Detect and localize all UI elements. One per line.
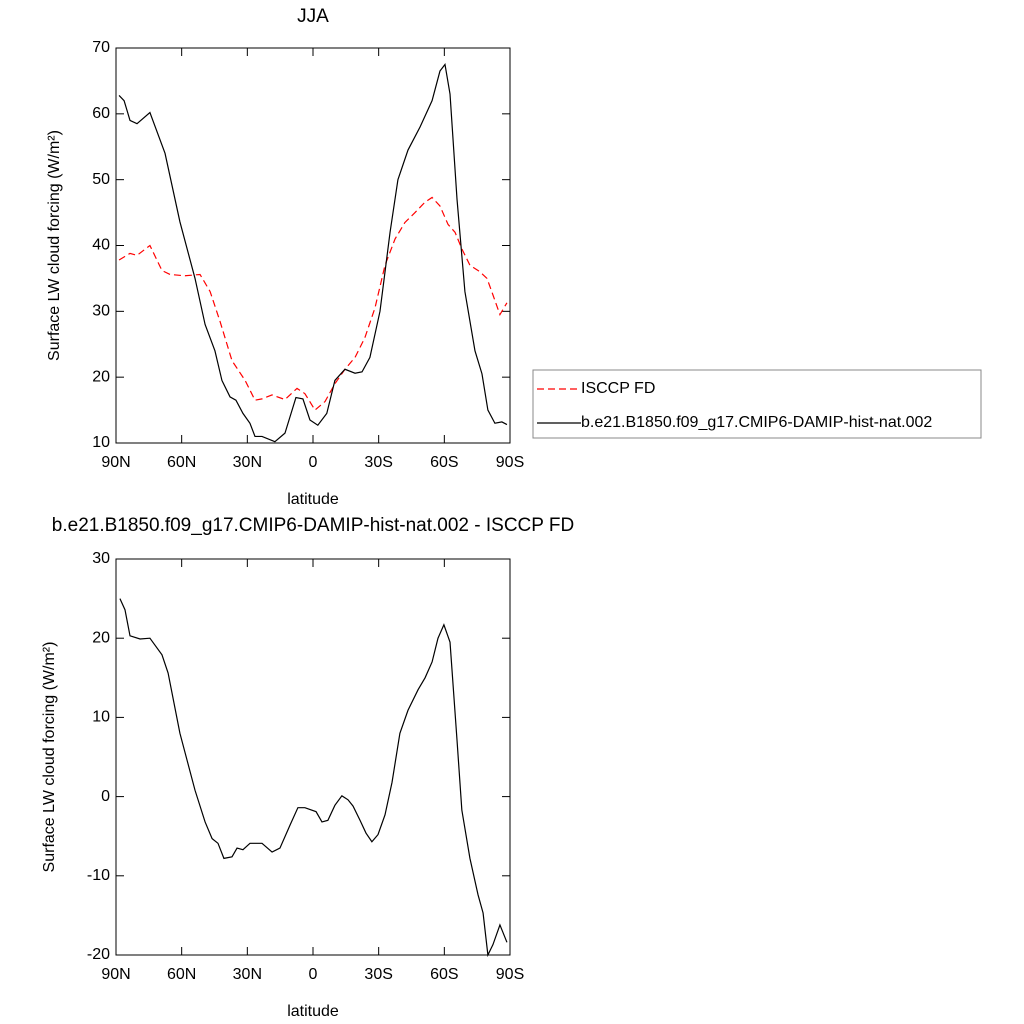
y-tick-label: 30 bbox=[92, 303, 110, 320]
x-tick-label: 90N bbox=[101, 966, 130, 983]
x-tick-label: 60N bbox=[167, 454, 196, 471]
y-axis-label: Surface LW cloud forcing (W/m²) bbox=[46, 130, 63, 361]
y-tick-label: 0 bbox=[101, 788, 110, 805]
chart-title: JJA bbox=[297, 6, 329, 27]
y-tick-label: 50 bbox=[92, 171, 110, 188]
y-tick-label: 10 bbox=[92, 709, 110, 726]
y-tick-label: 20 bbox=[92, 629, 110, 646]
x-tick-label: 30N bbox=[233, 966, 262, 983]
x-tick-label: 60N bbox=[167, 966, 196, 983]
x-tick-label: 30N bbox=[233, 454, 262, 471]
data-line bbox=[119, 598, 508, 958]
y-tick-label: 70 bbox=[92, 39, 110, 56]
x-tick-label: 60S bbox=[430, 966, 458, 983]
x-tick-label: 90S bbox=[496, 966, 524, 983]
plot-frame bbox=[115, 558, 511, 956]
y-tick-label: 60 bbox=[92, 105, 110, 122]
x-tick-label: 0 bbox=[309, 454, 318, 471]
y-axis-label: Surface LW cloud forcing (W/m²) bbox=[41, 642, 58, 873]
y-tick-label: 30 bbox=[92, 550, 110, 567]
x-tick-label: 30S bbox=[364, 454, 392, 471]
x-axis-label: latitude bbox=[287, 491, 339, 508]
x-tick-label: 90N bbox=[101, 454, 130, 471]
x-tick-label: 60S bbox=[430, 454, 458, 471]
x-tick-label: 0 bbox=[309, 966, 318, 983]
legend-label: b.e21.B1850.f09_g17.CMIP6-DAMIP-hist-nat… bbox=[581, 414, 932, 431]
legend-box bbox=[532, 369, 982, 439]
y-tick-label: 40 bbox=[92, 237, 110, 254]
y-tick-label: -10 bbox=[87, 867, 110, 884]
y-tick-label: 10 bbox=[92, 434, 110, 451]
x-tick-label: 90S bbox=[496, 454, 524, 471]
x-axis-label: latitude bbox=[287, 1003, 339, 1020]
chart-title: b.e21.B1850.f09_g17.CMIP6-DAMIP-hist-nat… bbox=[52, 515, 574, 536]
x-tick-label: 30S bbox=[364, 966, 392, 983]
data-line bbox=[118, 196, 508, 411]
y-tick-label: 20 bbox=[92, 368, 110, 385]
data-line bbox=[118, 63, 508, 443]
y-tick-label: -20 bbox=[87, 946, 110, 963]
legend-label: ISCCP FD bbox=[581, 380, 655, 397]
